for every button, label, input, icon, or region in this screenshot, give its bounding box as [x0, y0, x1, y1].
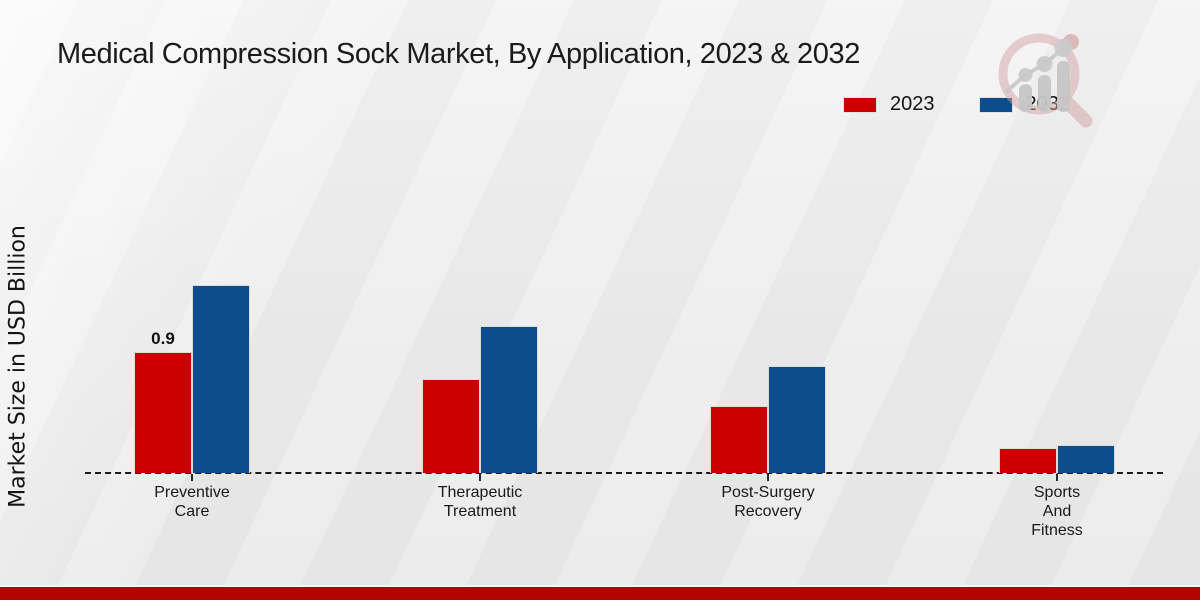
legend-label-2023: 2023 [890, 93, 935, 115]
chart-title: Medical Compression Sock Market, By Appl… [57, 38, 860, 70]
bar-2023-cat1 [134, 352, 192, 473]
x-axis-category-label: Sports And Fitness [1031, 484, 1083, 539]
bar-2032-cat1 [192, 285, 250, 473]
bar-2032-cat2 [480, 326, 538, 473]
legend-item-2023: 2023 [843, 93, 935, 116]
bar-value-label: 0.9 [151, 329, 175, 348]
x-axis-tick [191, 474, 193, 481]
x-axis-tick [1056, 474, 1058, 481]
x-axis-tick [479, 474, 481, 481]
bar-2032-cat4 [1057, 445, 1115, 473]
x-axis-category-label: Preventive Care [154, 484, 230, 520]
bar-2032-cat3 [768, 366, 826, 473]
bar-2023-cat4 [999, 448, 1057, 473]
bar-2023-cat3 [710, 406, 768, 473]
bar-2023-cat2 [422, 379, 480, 473]
footer-accent-bar [0, 585, 1200, 600]
x-axis-category-label: Post-Surgery Recovery [721, 484, 815, 520]
x-axis-baseline [85, 472, 1163, 474]
x-axis-tick [767, 474, 769, 481]
legend-swatch-2023-icon [843, 96, 877, 113]
x-axis-category-label: Therapeutic Treatment [437, 484, 523, 520]
